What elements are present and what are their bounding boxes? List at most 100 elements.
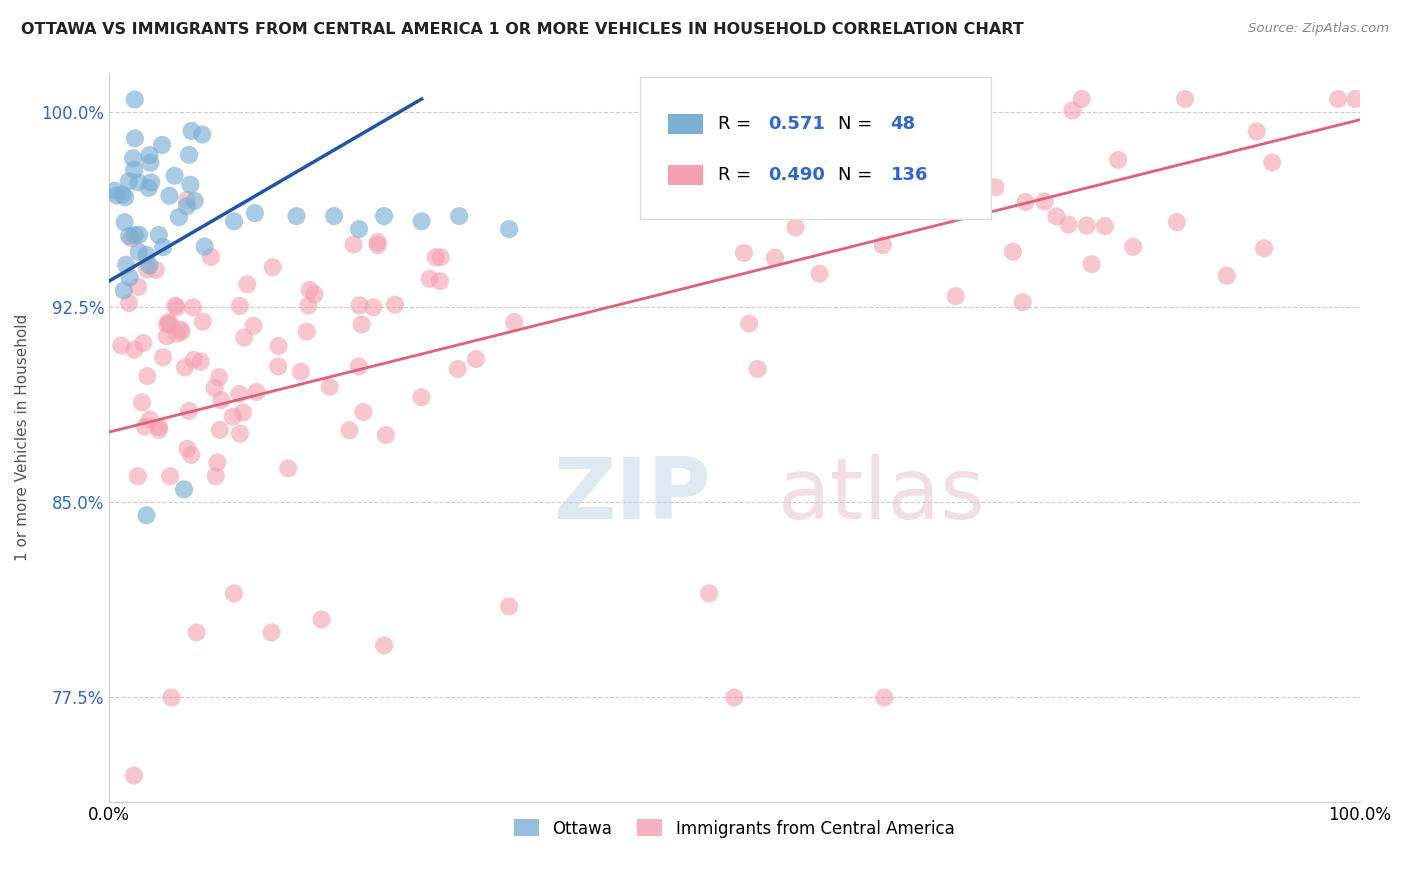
Point: [204, 469, 226, 483]
Point: [747, 362, 769, 376]
Point: [1246, 124, 1268, 138]
Point: [135, 508, 157, 523]
Point: [176, 193, 198, 207]
Point: [262, 260, 284, 275]
Point: [260, 625, 283, 640]
Point: [367, 238, 389, 252]
Text: N =: N =: [838, 115, 877, 133]
Point: [173, 483, 195, 497]
Point: [808, 267, 831, 281]
Point: [311, 612, 333, 626]
Point: [163, 169, 186, 183]
Point: [204, 381, 226, 395]
Point: [984, 180, 1007, 194]
Point: [242, 318, 264, 333]
Point: [209, 392, 232, 407]
Point: [174, 360, 197, 375]
Point: [222, 409, 245, 424]
Point: [208, 423, 231, 437]
Point: [122, 151, 145, 165]
Point: [152, 351, 174, 365]
Point: [447, 362, 470, 376]
Point: [127, 280, 149, 294]
Point: [157, 317, 180, 331]
FancyBboxPatch shape: [668, 165, 703, 186]
Point: [243, 206, 266, 220]
Point: [347, 222, 370, 236]
Point: [200, 250, 222, 264]
Point: [222, 586, 245, 600]
Point: [148, 423, 170, 437]
Point: [183, 194, 205, 208]
Point: [181, 301, 204, 315]
Point: [118, 174, 141, 188]
Point: [245, 385, 267, 400]
Point: [267, 339, 290, 353]
Point: [138, 181, 160, 195]
Point: [136, 262, 159, 277]
Point: [373, 639, 395, 653]
Point: [419, 272, 441, 286]
Point: [176, 442, 198, 456]
Point: [179, 178, 201, 192]
Point: [1001, 244, 1024, 259]
Text: ZIP: ZIP: [553, 454, 710, 537]
Point: [166, 301, 188, 315]
Point: [1107, 153, 1129, 167]
Point: [166, 326, 188, 341]
Point: [733, 246, 755, 260]
Point: [1261, 155, 1284, 169]
Text: atlas: atlas: [778, 454, 986, 537]
Point: [157, 315, 180, 329]
Point: [128, 175, 150, 189]
Point: [1344, 92, 1367, 106]
Point: [873, 690, 896, 705]
Point: [236, 277, 259, 292]
Point: [124, 92, 146, 106]
Point: [228, 387, 250, 401]
Point: [285, 209, 308, 223]
Point: [277, 461, 299, 475]
Point: [139, 412, 162, 426]
Point: [425, 250, 447, 264]
Point: [1062, 103, 1084, 118]
Point: [180, 448, 202, 462]
Point: [160, 690, 183, 705]
Point: [1327, 92, 1350, 106]
Point: [738, 317, 761, 331]
Point: [118, 228, 141, 243]
Point: [1011, 295, 1033, 310]
Y-axis label: 1 or more Vehicles in Household: 1 or more Vehicles in Household: [15, 314, 30, 561]
Point: [167, 210, 190, 224]
Point: [1174, 92, 1197, 106]
Point: [115, 258, 138, 272]
Point: [156, 318, 179, 332]
Point: [138, 148, 160, 162]
Point: [384, 298, 406, 312]
Point: [347, 359, 370, 374]
Point: [430, 250, 453, 264]
Point: [124, 228, 146, 243]
Point: [373, 209, 395, 223]
Point: [1253, 241, 1275, 255]
Point: [851, 194, 873, 209]
Point: [156, 329, 179, 343]
Point: [411, 390, 433, 404]
Point: [304, 287, 326, 301]
Point: [177, 148, 200, 162]
Point: [170, 325, 193, 339]
Point: [1076, 219, 1098, 233]
Point: [1033, 194, 1056, 209]
Point: [114, 215, 136, 229]
Point: [411, 214, 433, 228]
Point: [169, 322, 191, 336]
Point: [186, 625, 208, 640]
Point: [318, 380, 340, 394]
Point: [139, 155, 162, 169]
Point: [792, 136, 814, 150]
Point: [135, 248, 157, 262]
Point: [110, 338, 132, 352]
Point: [866, 128, 889, 142]
Text: OTTAWA VS IMMIGRANTS FROM CENTRAL AMERICA 1 OR MORE VEHICLES IN HOUSEHOLD CORREL: OTTAWA VS IMMIGRANTS FROM CENTRAL AMERIC…: [21, 22, 1024, 37]
Text: 0.571: 0.571: [768, 115, 825, 133]
